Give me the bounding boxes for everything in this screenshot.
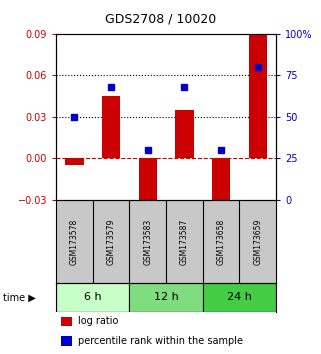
Text: GSM173578: GSM173578 — [70, 218, 79, 265]
Bar — [129, 283, 203, 312]
Bar — [175, 110, 194, 159]
Bar — [65, 159, 84, 165]
Bar — [248, 34, 267, 159]
Bar — [139, 159, 157, 214]
Text: GSM173587: GSM173587 — [180, 218, 189, 265]
Bar — [61, 316, 72, 326]
Text: percentile rank within the sample: percentile rank within the sample — [78, 336, 243, 346]
Bar — [102, 96, 120, 159]
Text: GDS2708 / 10020: GDS2708 / 10020 — [105, 12, 216, 25]
Text: 6 h: 6 h — [84, 292, 102, 302]
Text: 12 h: 12 h — [154, 292, 178, 302]
Text: time ▶: time ▶ — [3, 292, 36, 302]
Bar — [56, 283, 129, 312]
Text: log ratio: log ratio — [78, 316, 118, 326]
Text: GSM173658: GSM173658 — [217, 218, 226, 265]
Text: GSM173583: GSM173583 — [143, 218, 152, 265]
Text: GSM173659: GSM173659 — [253, 218, 262, 265]
Bar — [61, 336, 72, 346]
Text: 24 h: 24 h — [227, 292, 252, 302]
Text: GSM173579: GSM173579 — [107, 218, 116, 265]
Bar — [212, 159, 230, 214]
Bar — [203, 283, 276, 312]
